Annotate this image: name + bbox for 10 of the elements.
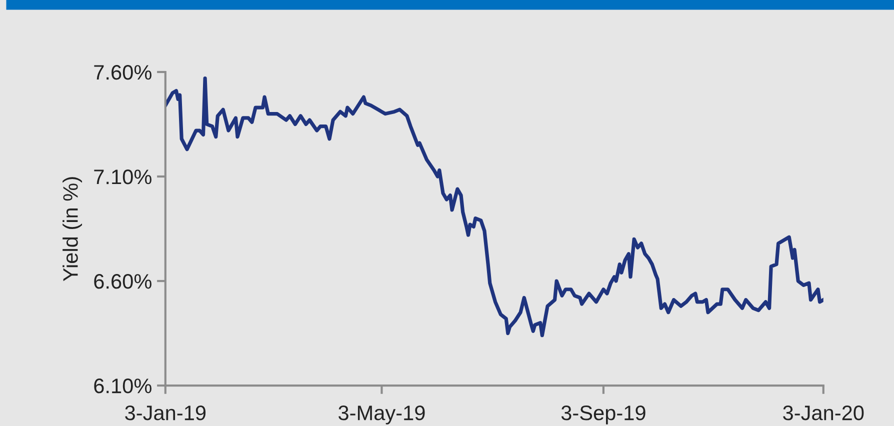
y-axis-title: Yield (in %) — [62, 177, 82, 282]
y-tick-label: 7.60% — [94, 64, 152, 80]
x-tick-label: 3-Jan-19 — [125, 406, 206, 420]
y-tick-label: 6.10% — [94, 378, 152, 394]
x-tick-label: 3-Sep-19 — [561, 406, 646, 424]
x-tick-label: 3-May-19 — [338, 406, 425, 424]
x-tick-label: 3-Jan-20 — [783, 406, 864, 420]
y-tick-label: 7.10% — [94, 170, 152, 184]
y-tick-label: 6.60% — [94, 274, 152, 289]
line-series — [165, 76, 824, 338]
